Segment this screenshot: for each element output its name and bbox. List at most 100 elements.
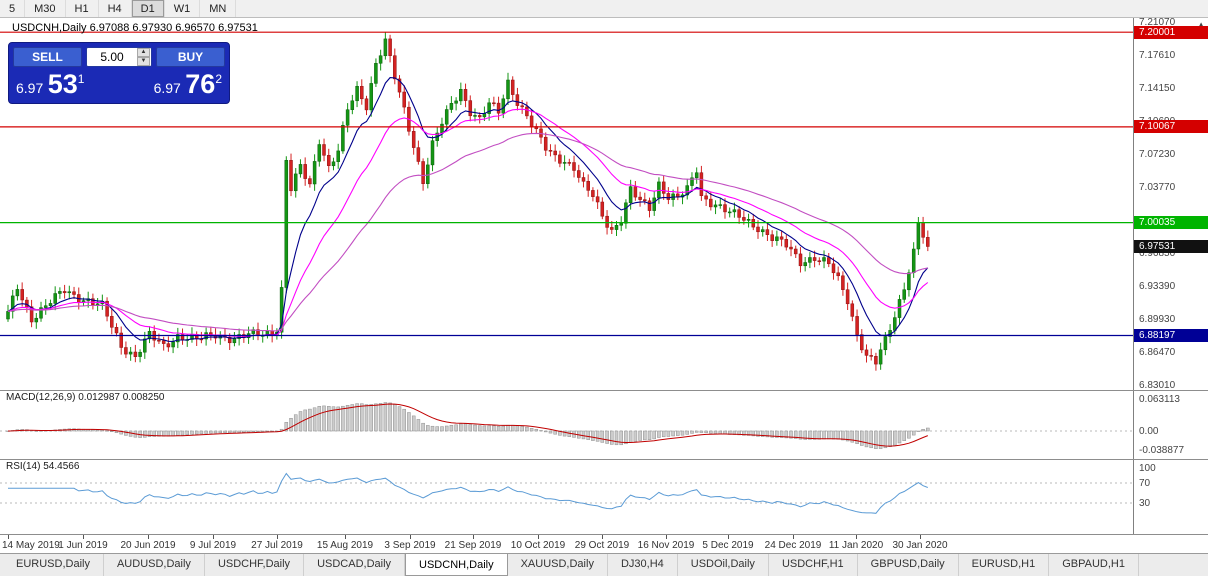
date-label: 30 Jan 2020	[892, 540, 948, 551]
sell-button[interactable]: SELL	[13, 47, 82, 67]
panel-divider	[0, 534, 1208, 535]
buy-price-point: 2	[215, 72, 222, 86]
buy-price-display[interactable]: 6.97 762	[154, 69, 222, 100]
date-label: 20 Jun 2019	[120, 540, 176, 551]
buy-price-pips: 76	[185, 69, 216, 99]
timeframe-button-5[interactable]: 5	[0, 0, 26, 17]
date-label: 21 Sep 2019	[444, 540, 502, 551]
sell-price-pips: 53	[47, 69, 78, 99]
panel-divider	[0, 390, 1208, 391]
date-label: 11 Jan 2020	[828, 540, 884, 551]
buy-price-prefix: 6.97	[153, 80, 181, 96]
price-axis-label: 7.07230	[1139, 148, 1176, 160]
ohlc-readout: USDCNH,Daily 6.97088 6.97930 6.96570 6.9…	[12, 22, 258, 34]
price-axis-label: 7.17610	[1139, 49, 1176, 61]
date-tick	[793, 535, 794, 539]
price-level-badge: 7.10067	[1134, 120, 1208, 134]
chart-tab-audusd-daily[interactable]: AUDUSD,Daily	[104, 554, 205, 576]
date-tick	[602, 535, 603, 539]
buy-button[interactable]: BUY	[156, 47, 225, 67]
sell-price-point: 1	[77, 72, 85, 86]
chart-tab-usdcad-daily[interactable]: USDCAD,Daily	[304, 554, 406, 576]
one-click-trading-widget: SELL 5.00 ▲ ▼ BUY 6.97 531 6.97 762	[8, 42, 230, 104]
date-tick	[213, 535, 214, 539]
date-tick	[8, 535, 9, 539]
date-label: 29 Oct 2019	[574, 540, 630, 551]
date-label: 15 Aug 2019	[316, 540, 374, 551]
date-tick	[148, 535, 149, 539]
timeframe-button-w1[interactable]: W1	[165, 0, 201, 17]
date-label: 5 Dec 2019	[702, 540, 754, 551]
time-axis[interactable]: 14 May 2019 1 Jun 2019 20 Jun 2019 9 Jul 20…	[0, 534, 1133, 553]
price-level-badge: 7.00035	[1134, 216, 1208, 230]
date-tick	[345, 535, 346, 539]
timeframe-button-h4[interactable]: H4	[99, 0, 132, 17]
date-label: 16 Nov 2019	[637, 540, 695, 551]
rsi-indicator-label: RSI(14) 54.4566	[6, 461, 80, 472]
volume-value[interactable]: 5.00	[100, 50, 124, 64]
date-label: 3 Sep 2019	[384, 540, 436, 551]
macd-indicator-chart[interactable]	[0, 390, 1133, 459]
candlestick-chart[interactable]	[0, 18, 1133, 390]
price-level-badge: 7.20001	[1134, 25, 1208, 39]
date-label: 1 Jun 2019	[58, 540, 108, 551]
chart-tab-gbpaud-h1[interactable]: GBPAUD,H1	[1049, 554, 1139, 576]
chart-tabs-bar: EURUSD,Daily AUDUSD,Daily USDCHF,Daily USDC…	[0, 553, 1208, 576]
chart-tab-dj30-h4[interactable]: DJ30,H4	[608, 554, 678, 576]
chart-tab-gbpusd-daily[interactable]: GBPUSD,Daily	[858, 554, 959, 576]
timeframe-button-h1[interactable]: H1	[66, 0, 99, 17]
date-tick	[856, 535, 857, 539]
rsi-indicator-chart[interactable]	[0, 459, 1133, 534]
date-tick	[538, 535, 539, 539]
rsi-axis-label: 30	[1139, 497, 1151, 509]
price-axis-label: 6.89930	[1139, 313, 1176, 325]
price-axis-label: 7.21070	[1139, 16, 1176, 28]
date-label: 9 Jul 2019	[189, 540, 237, 551]
timeframe-button-m30[interactable]: M30	[25, 0, 66, 17]
main-chart-panel[interactable]: USDCNH,Daily 6.97088 6.97930 6.96570 6.9…	[0, 18, 1133, 390]
volume-down-icon[interactable]: ▼	[137, 57, 150, 66]
chart-tab-eurusd-daily[interactable]: EURUSD,Daily	[3, 554, 104, 576]
timeframe-toolbar: 5 M30 H1 H4 D1 W1 MN	[0, 0, 1208, 18]
date-label: 27 Jul 2019	[251, 540, 303, 551]
date-tick	[920, 535, 921, 539]
chart-tab-usdchf-daily[interactable]: USDCHF,Daily	[205, 554, 305, 576]
price-axis-label: 7.14150	[1139, 82, 1176, 94]
macd-indicator-label: MACD(12,26,9) 0.012987 0.008250	[6, 392, 165, 403]
price-axis-label: 6.96850	[1139, 247, 1176, 259]
timeframe-button-mn[interactable]: MN	[200, 0, 237, 17]
volume-up-icon[interactable]: ▲	[137, 48, 150, 57]
macd-axis-label: -0.038877	[1139, 444, 1185, 456]
price-axis-label: 6.83010	[1139, 379, 1176, 391]
chart-tab-xauusd-daily[interactable]: XAUUSD,Daily	[508, 554, 608, 576]
date-label: 14 May 2019	[2, 540, 60, 551]
chart-tab-usdcnh-daily[interactable]: USDCNH,Daily	[405, 554, 508, 576]
sell-price-display[interactable]: 6.97 531	[16, 69, 84, 100]
price-axis-label: 7.03770	[1139, 181, 1176, 193]
date-tick	[728, 535, 729, 539]
price-axis-label: 6.86470	[1139, 346, 1176, 358]
date-tick	[666, 535, 667, 539]
chart-tab-usdoil-daily[interactable]: USDOil,Daily	[678, 554, 769, 576]
macd-axis-label: 0.00	[1139, 425, 1159, 437]
chart-tab-eurusd-h1[interactable]: EURUSD,H1	[959, 554, 1050, 576]
date-tick	[473, 535, 474, 539]
panel-divider	[0, 459, 1208, 460]
date-tick	[410, 535, 411, 539]
date-label: 10 Oct 2019	[510, 540, 566, 551]
rsi-axis-label: 70	[1139, 477, 1151, 489]
price-axis-label: 6.93390	[1139, 280, 1176, 292]
macd-axis-label: 0.063113	[1139, 393, 1180, 405]
current-price-badge: 6.97531	[1134, 240, 1208, 253]
chart-tab-usdchf-h1[interactable]: USDCHF,H1	[769, 554, 858, 576]
volume-stepper[interactable]: 5.00 ▲ ▼	[86, 47, 152, 67]
price-axis[interactable]: ▲ 7.210707.176107.141507.106907.072307.0…	[1133, 16, 1208, 534]
scroll-up-icon[interactable]: ▲	[1197, 20, 1205, 29]
sell-price-prefix: 6.97	[16, 80, 44, 96]
volume-spin: ▲ ▼	[137, 48, 150, 66]
date-tick	[277, 535, 278, 539]
price-level-badge: 6.88197	[1134, 329, 1208, 342]
timeframe-button-d1[interactable]: D1	[131, 0, 165, 17]
date-tick	[83, 535, 84, 539]
